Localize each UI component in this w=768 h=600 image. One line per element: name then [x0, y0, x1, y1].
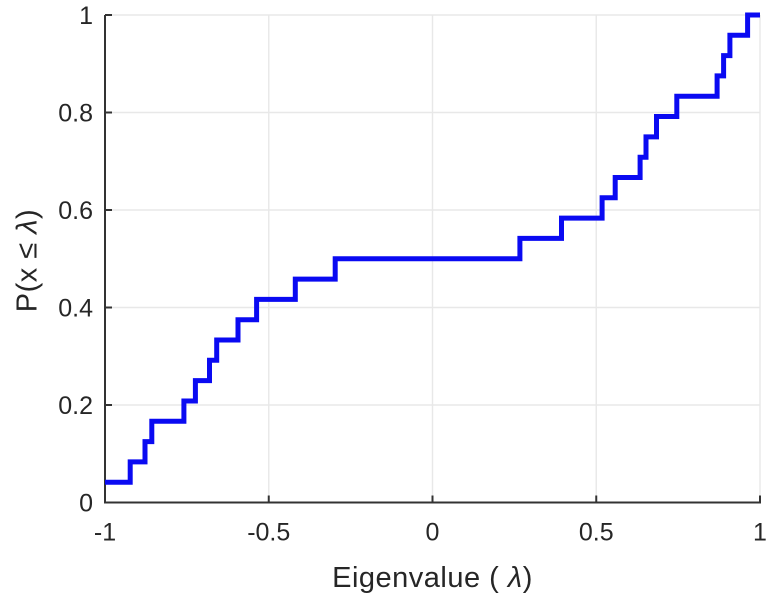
x-axis-label: Eigenvalue ( λ): [105, 562, 760, 595]
y-axis-lambda-symbol: λ: [11, 218, 44, 234]
x-tick-label: -0.5: [247, 519, 290, 547]
ecdf-step-line: [105, 12, 760, 485]
y-axis-label-text: P(x ≤: [11, 233, 44, 313]
y-axis-label-close: ): [11, 208, 44, 219]
y-tick-label: 0: [79, 490, 93, 518]
x-tick-label: 0: [426, 519, 440, 547]
x-tick-label: 0.5: [579, 519, 614, 547]
tick-marks: [104, 14, 761, 504]
y-tick-label: 0.2: [58, 392, 93, 420]
x-axis-lambda-symbol: λ: [507, 562, 523, 594]
y-tick-label: 1: [79, 2, 93, 30]
x-axis-label-text: Eigenvalue (: [332, 562, 508, 594]
y-tick-label: 0.6: [58, 197, 93, 225]
y-axis-label: P(x ≤ λ): [12, 21, 45, 501]
x-tick-label: -1: [94, 519, 116, 547]
y-tick-label: 0.8: [58, 100, 93, 128]
x-axis-label-close: ): [522, 562, 533, 594]
y-tick-label: 0.4: [58, 295, 93, 323]
x-tick-label: 1: [753, 519, 767, 547]
tick-labels: -1 -0.5 0 0.5 1 0 0.2 0.4 0.6 0.8 1: [58, 2, 767, 547]
